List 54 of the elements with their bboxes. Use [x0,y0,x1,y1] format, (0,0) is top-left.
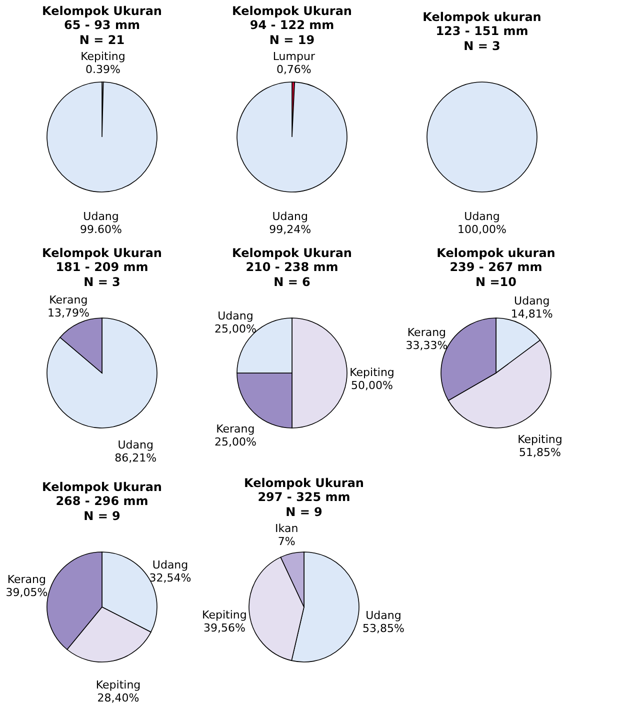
data-label: 100,00% [458,223,506,236]
data-label: 51,85% [518,446,561,459]
slice-label: Kepiting [202,608,247,622]
slice-label: Udang [118,438,154,452]
data-label: 25,00% [214,322,256,336]
slice-label: Kerang [216,422,255,436]
chart-subtitle: N = 3 [84,275,120,289]
chart-title: Kelompok ukuran 123 - 151 mm [422,10,542,38]
slice-label: Lumpur [272,50,316,64]
chart-subtitle: N = 3 [464,39,500,53]
data-label: 53,85% [362,622,404,636]
data-label: 86,21% [114,452,157,465]
chart-title: Kelompok Ukuran 65 - 93 mm [42,4,162,32]
data-label: 14,81% [510,308,553,321]
chart-title: Kelompok Ukuran 210 - 238 mm [232,246,352,274]
slice-label: Udang [218,309,254,322]
slice-label: Udang [514,294,550,308]
data-label: 50,00% [351,379,393,392]
slice-label: Kerang [7,573,46,586]
slice-label: Ikan [275,522,298,535]
slice-label: Udang [366,609,402,622]
chart-title: Kelompok Ukuran 268 - 296 mm [42,480,162,508]
slice-label: Kepiting [96,678,141,692]
slice-label: Udang [152,558,188,572]
slice-label: Kepiting [80,50,126,64]
slice-label: Kerang [49,293,88,306]
chart-subtitle: N = 19 [269,33,315,48]
data-label: 99,24% [269,222,312,236]
data-label: 33,33% [406,339,448,352]
chart-subtitle: N =10 [476,275,516,289]
slice-label: Udang [464,210,500,223]
data-label: 39,05% [6,586,48,600]
chart-subtitle: N = 9 [286,504,322,519]
data-label: 25,00% [214,436,256,449]
data-label: 0,76% [276,63,312,76]
slice-label: Udang [272,210,308,223]
chart-subtitle: N = 9 [84,509,120,523]
data-label: 0.39% [86,63,120,76]
data-label: 7% [278,534,296,548]
chart-subtitle: N = 6 [274,275,310,289]
data-label: 13,79% [47,306,90,320]
slice-label: Kepiting [350,366,394,379]
slice-label: Kerang [407,326,446,339]
chart-title: Kelompok Ukuran 181 - 209 mm [42,246,162,274]
chart-subtitle: N = 21 [79,33,125,48]
data-label: 99.60% [80,222,122,236]
slice-label: Udang [83,210,119,223]
data-label: 28,40% [97,691,140,704]
chart-title: Kelompok Ukuran 297 - 325 mm [244,476,364,504]
slice-label: Kepiting [518,432,562,446]
chart-title: Kelompok Ukuran 94 - 122 mm [232,4,352,32]
chart-title: Kelompok ukuran 239 - 267 mm [436,246,556,274]
data-label: 32,54% [149,571,192,584]
data-label: 39,56% [203,621,246,634]
